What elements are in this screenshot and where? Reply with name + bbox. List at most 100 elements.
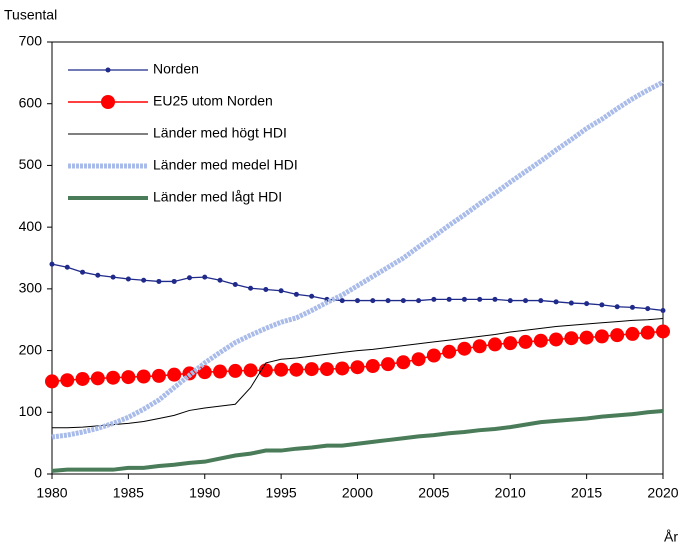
point [411, 352, 426, 367]
point [610, 328, 625, 343]
point [45, 374, 59, 389]
y-tick-label: 0 [34, 465, 42, 481]
point [121, 370, 136, 385]
point [553, 299, 559, 305]
point [492, 296, 498, 302]
y-tick-label: 200 [19, 341, 43, 357]
point [538, 298, 544, 304]
legend-marker [101, 95, 115, 109]
point [396, 355, 411, 370]
point [232, 282, 238, 288]
point [319, 362, 334, 377]
x-tick-label: 2015 [571, 485, 602, 501]
point [304, 362, 319, 377]
point [110, 274, 116, 280]
point [365, 359, 380, 373]
point [309, 293, 315, 299]
point [549, 332, 564, 347]
point [186, 275, 192, 281]
legend-label: Norden [153, 61, 199, 77]
point [533, 333, 548, 348]
x-tick-label: 2005 [418, 485, 449, 501]
point [151, 368, 166, 383]
y-tick-label: 700 [19, 33, 43, 49]
x-tick-label: 2010 [495, 485, 526, 501]
x-tick-label: 2020 [647, 485, 678, 501]
point [350, 360, 365, 375]
point [477, 296, 483, 302]
point [594, 329, 609, 344]
point [385, 298, 391, 304]
point [355, 298, 360, 304]
y-tick-label: 500 [19, 156, 43, 172]
point [426, 348, 441, 363]
series-line [51, 409, 664, 473]
point [503, 336, 518, 351]
point [75, 371, 90, 386]
point [274, 362, 289, 377]
point [213, 364, 228, 379]
point [289, 362, 304, 377]
legend-marker [105, 67, 111, 73]
point [136, 369, 151, 384]
point [446, 296, 452, 302]
point [106, 370, 121, 385]
point [518, 334, 533, 349]
point [442, 344, 457, 359]
point [579, 330, 594, 345]
point [217, 277, 223, 283]
point [416, 298, 422, 304]
point [293, 291, 299, 297]
x-tick-label: 1995 [266, 485, 297, 501]
point [457, 341, 472, 356]
x-tick-label: 1990 [189, 485, 220, 501]
point [90, 371, 105, 386]
point [202, 274, 208, 280]
point [167, 367, 182, 382]
point [507, 298, 513, 304]
point [278, 288, 284, 294]
point [472, 339, 487, 354]
point [49, 261, 55, 267]
point [228, 363, 243, 378]
point [487, 337, 502, 352]
point [381, 357, 396, 372]
point [568, 300, 574, 306]
point [156, 278, 162, 284]
y-tick-label: 600 [19, 94, 43, 110]
point [400, 298, 406, 304]
x-tick-label: 1980 [36, 485, 67, 501]
point [60, 373, 75, 388]
point [660, 307, 666, 313]
legend-label: EU25 utom Norden [153, 93, 273, 109]
point [599, 302, 605, 308]
point [640, 325, 655, 340]
point [80, 269, 86, 275]
point [461, 296, 467, 302]
legend-label: Länder med högt HDI [153, 125, 287, 141]
y-tick-label: 300 [19, 280, 43, 296]
y-axis-label: Tusental [4, 7, 57, 23]
legend-label: Länder med lågt HDI [153, 189, 282, 205]
y-tick-label: 100 [19, 403, 43, 419]
point [614, 304, 620, 310]
point [431, 296, 437, 302]
point [584, 301, 590, 307]
point [258, 363, 273, 378]
x-axis-label: År [664, 529, 678, 545]
point [64, 264, 70, 270]
point [248, 285, 254, 291]
point [370, 298, 376, 304]
point [656, 324, 670, 339]
point [263, 286, 269, 292]
point [629, 304, 635, 310]
point [625, 326, 640, 341]
y-tick-label: 400 [19, 218, 43, 234]
point [171, 278, 177, 284]
point [335, 361, 350, 376]
point [645, 306, 651, 312]
x-tick-label: 2000 [342, 485, 373, 501]
x-tick-label: 1985 [113, 485, 144, 501]
point [125, 276, 131, 282]
